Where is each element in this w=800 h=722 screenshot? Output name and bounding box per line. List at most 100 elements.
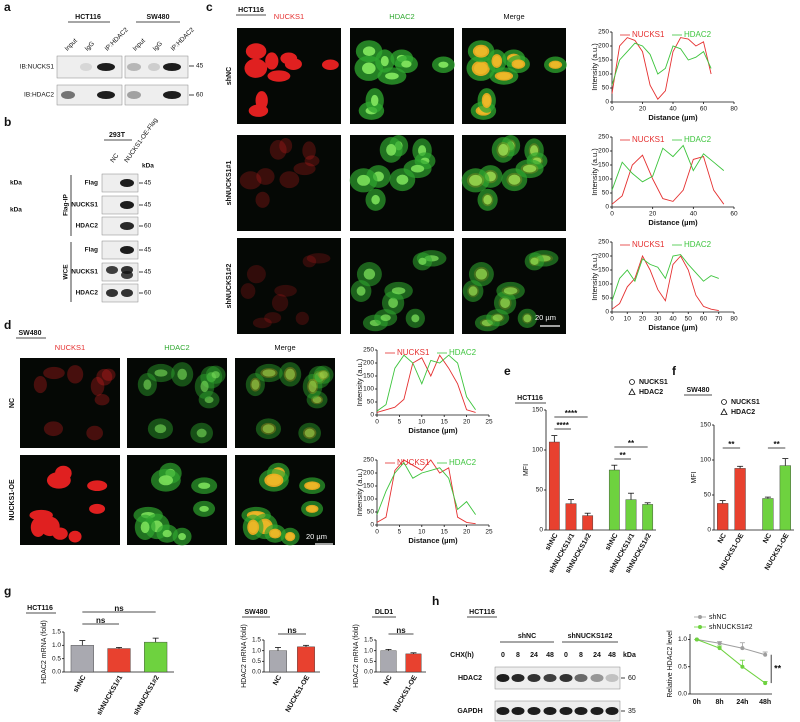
profile-line	[376, 354, 476, 413]
band	[120, 179, 134, 187]
x-tick-label: 20	[463, 529, 471, 536]
error-bar	[611, 464, 618, 470]
nucleus	[302, 427, 317, 439]
cell	[363, 268, 376, 280]
x-tick-label: shNC	[544, 532, 559, 551]
x-axis-label: Distance (µm)	[648, 113, 698, 122]
cell	[418, 257, 427, 265]
band	[527, 707, 541, 715]
cell	[312, 396, 322, 404]
legend-label: HDAC2	[449, 458, 477, 467]
row-label: Flag	[85, 247, 98, 254]
group-label: Flag-IP	[63, 194, 70, 216]
nucleus	[506, 172, 523, 187]
cell-line: HCT116	[238, 7, 264, 14]
error-bar	[782, 458, 789, 466]
significance: ****	[565, 409, 578, 418]
band	[543, 674, 557, 682]
y-tick-label: 200	[363, 360, 374, 367]
nucleus	[256, 168, 275, 185]
cell	[158, 475, 174, 486]
x-tick-label: 40	[690, 211, 698, 218]
lane-label: Input	[64, 37, 79, 52]
y-tick-label: 150	[363, 483, 374, 490]
blot	[494, 700, 621, 722]
nucleus	[87, 480, 108, 492]
nucleus	[511, 59, 526, 69]
nucleus	[496, 142, 510, 158]
cell	[483, 194, 492, 205]
nucleus	[89, 503, 106, 514]
y-tick-label: 250	[598, 239, 609, 246]
y-tick-label: 200	[598, 253, 609, 260]
profile-line	[376, 461, 476, 515]
y-tick-label: 0.0	[364, 669, 373, 676]
series-line	[696, 639, 766, 656]
cell	[154, 369, 168, 377]
nucleus	[284, 58, 302, 71]
nucleus	[304, 481, 321, 490]
bar	[779, 465, 791, 531]
nucleus	[245, 43, 267, 60]
x-tick-label: 5	[398, 419, 402, 426]
y-tick-label: 100	[700, 457, 711, 464]
nucleus	[304, 155, 320, 167]
nucleus	[43, 366, 65, 380]
y-axis-label: MFI	[523, 464, 530, 476]
cell-line: HCT116	[517, 395, 543, 402]
cell-line: SW480	[245, 609, 268, 616]
legend-marker	[720, 408, 728, 415]
band	[590, 674, 604, 682]
legend-label: HDAC2	[639, 389, 663, 396]
nucleus	[473, 266, 489, 282]
x-tick-label: 50	[685, 316, 693, 323]
cell	[500, 297, 510, 309]
profile-line	[611, 154, 725, 205]
x-tick-label: 10	[418, 529, 426, 536]
y-tick-label: 0	[539, 527, 543, 534]
y-axis-label: MFI	[691, 471, 698, 483]
x-tick-label: 20	[649, 211, 657, 218]
blot	[56, 84, 123, 106]
nucleus	[264, 473, 284, 487]
x-tick-label: 0	[610, 106, 614, 113]
band	[605, 707, 619, 715]
y-tick-label: 250	[598, 29, 609, 36]
condition-label: shNUCKS1#1	[226, 161, 233, 206]
cell	[196, 428, 207, 438]
bar	[405, 653, 422, 673]
nucleus	[491, 54, 503, 68]
nucleus	[279, 138, 293, 154]
nucleus	[252, 317, 272, 329]
nucleus	[240, 283, 256, 299]
nucleus	[265, 52, 279, 70]
nucleus	[467, 284, 479, 298]
band	[120, 201, 134, 209]
cell-line: SW480	[147, 14, 170, 21]
y-axis-label: Intensity (a.u.)	[590, 148, 599, 196]
lane-label: IP:HDAC2	[104, 26, 130, 52]
y-tick-label: 0	[605, 99, 609, 106]
nucleus	[269, 140, 287, 160]
cell	[380, 314, 391, 322]
y-tick-label: 0	[605, 309, 609, 316]
y-tick-label: 0.0	[252, 669, 261, 676]
error-bar	[568, 499, 574, 504]
nucleus	[501, 286, 520, 296]
cell	[492, 314, 503, 322]
nucleus	[302, 141, 316, 160]
nucleus	[271, 294, 289, 312]
cell	[362, 62, 376, 75]
lane-label: 24	[530, 652, 538, 659]
cell	[140, 521, 150, 534]
row-label: IB:NUCKS1	[20, 64, 55, 71]
bar	[548, 441, 560, 531]
x-tick-label: 48h	[759, 699, 771, 706]
band	[97, 63, 115, 71]
band	[61, 91, 75, 99]
nucleus	[244, 58, 268, 78]
nucleus	[30, 517, 46, 537]
band	[511, 707, 525, 715]
nucleus	[67, 365, 84, 384]
